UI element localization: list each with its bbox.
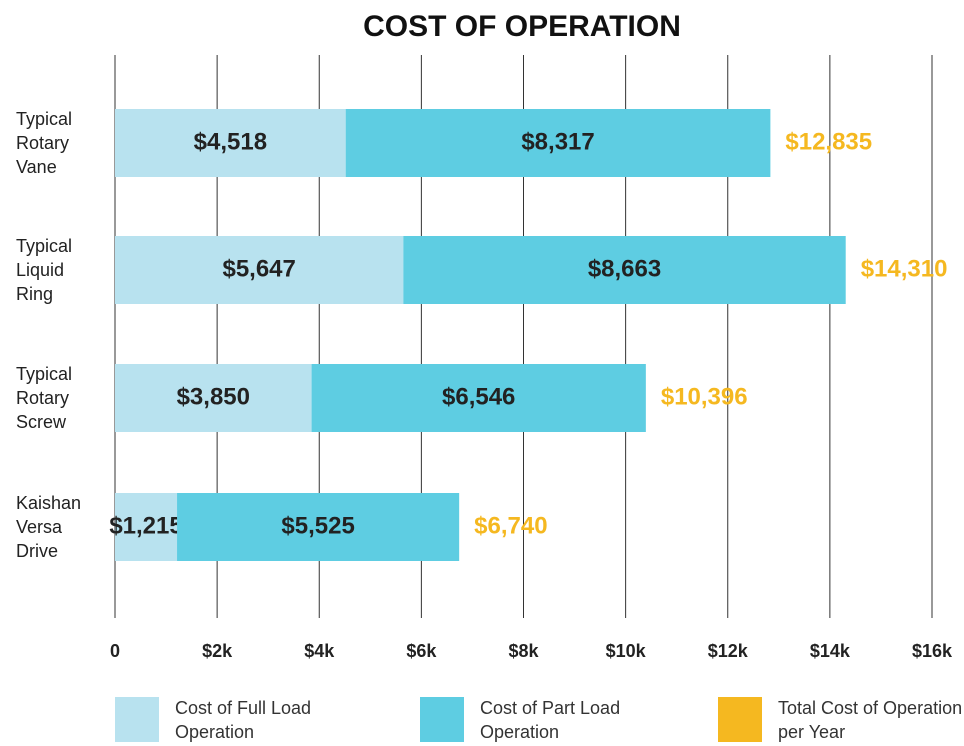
x-tick-label: $12k — [708, 641, 749, 661]
legend-label: Cost of Full Load Operation — [175, 698, 312, 742]
category-label: Typical Rotary Screw — [16, 364, 73, 432]
value-label: $4,518 — [194, 128, 267, 155]
category-label: Kaishan Versa Drive — [16, 493, 82, 561]
x-tick-label: $16k — [912, 641, 953, 661]
legend-swatch — [420, 697, 464, 742]
bar-segment — [177, 493, 460, 561]
value-label: $3,850 — [177, 383, 250, 410]
chart-title: COST OF OPERATION — [363, 10, 681, 43]
bar-segment — [115, 493, 178, 561]
bar-segment — [403, 236, 846, 304]
value-label: $1,215 — [109, 512, 182, 539]
bar-segment — [345, 109, 771, 177]
x-tick-label: $2k — [202, 641, 233, 661]
legend-swatch — [718, 697, 762, 742]
value-label: $8,663 — [588, 255, 661, 282]
x-tick-label: $6k — [406, 641, 437, 661]
category-label: Typical Rotary Vane — [16, 109, 73, 177]
total-label: $6,740 — [474, 512, 547, 539]
x-tick-label: $14k — [810, 641, 851, 661]
value-label: $5,647 — [222, 255, 295, 282]
bar-segment — [311, 364, 646, 432]
total-label: $12,835 — [785, 128, 872, 155]
x-tick-label: $10k — [606, 641, 647, 661]
legend-label: Total Cost of Operation per Year — [778, 698, 963, 742]
value-label: $5,525 — [281, 512, 354, 539]
bar-segment — [115, 364, 312, 432]
bar-segment — [115, 109, 346, 177]
value-label: $6,546 — [442, 383, 515, 410]
value-label: $8,317 — [521, 128, 594, 155]
x-tick-label: 0 — [110, 641, 120, 661]
legend-swatch — [115, 697, 159, 742]
total-label: $14,310 — [861, 255, 948, 282]
x-tick-label: $4k — [304, 641, 335, 661]
total-label: $10,396 — [661, 383, 748, 410]
legend-label: Cost of Part Load Operation — [480, 698, 621, 742]
category-label: Typical Liquid Ring — [16, 236, 73, 304]
x-tick-label: $8k — [508, 641, 539, 661]
bar-segment — [115, 236, 404, 304]
